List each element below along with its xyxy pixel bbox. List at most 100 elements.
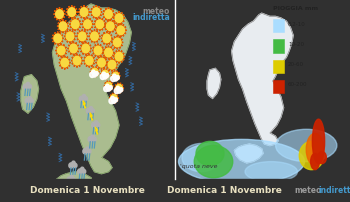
Circle shape bbox=[107, 86, 111, 91]
Polygon shape bbox=[66, 57, 68, 59]
Polygon shape bbox=[93, 47, 95, 49]
Circle shape bbox=[60, 22, 66, 30]
Polygon shape bbox=[92, 50, 94, 51]
Polygon shape bbox=[82, 24, 84, 25]
Polygon shape bbox=[107, 71, 109, 72]
Circle shape bbox=[71, 177, 75, 182]
Polygon shape bbox=[75, 17, 76, 20]
Circle shape bbox=[117, 26, 125, 35]
Circle shape bbox=[90, 72, 95, 78]
Circle shape bbox=[117, 26, 124, 34]
Polygon shape bbox=[73, 42, 74, 44]
Polygon shape bbox=[74, 55, 76, 57]
Polygon shape bbox=[116, 95, 118, 97]
Polygon shape bbox=[58, 45, 60, 47]
Circle shape bbox=[82, 95, 86, 98]
Circle shape bbox=[117, 88, 121, 93]
Polygon shape bbox=[113, 59, 115, 61]
Polygon shape bbox=[73, 16, 75, 18]
Circle shape bbox=[84, 97, 88, 101]
Polygon shape bbox=[78, 55, 80, 57]
Polygon shape bbox=[84, 31, 85, 33]
Polygon shape bbox=[105, 62, 107, 63]
Polygon shape bbox=[108, 73, 110, 75]
Polygon shape bbox=[66, 66, 68, 68]
Polygon shape bbox=[103, 11, 106, 13]
Polygon shape bbox=[83, 43, 84, 45]
Polygon shape bbox=[101, 75, 103, 77]
Polygon shape bbox=[81, 6, 83, 9]
Polygon shape bbox=[54, 11, 57, 13]
Polygon shape bbox=[104, 42, 105, 44]
Polygon shape bbox=[106, 64, 108, 65]
Polygon shape bbox=[110, 31, 111, 33]
Polygon shape bbox=[57, 32, 58, 34]
Polygon shape bbox=[106, 18, 107, 20]
Circle shape bbox=[106, 83, 112, 89]
Polygon shape bbox=[71, 40, 73, 42]
Bar bbox=[175, 179, 350, 202]
Ellipse shape bbox=[312, 119, 325, 164]
Circle shape bbox=[102, 70, 108, 77]
Polygon shape bbox=[118, 24, 119, 27]
Circle shape bbox=[73, 56, 81, 65]
Polygon shape bbox=[112, 101, 113, 103]
Circle shape bbox=[56, 10, 63, 18]
Polygon shape bbox=[110, 38, 113, 39]
Polygon shape bbox=[103, 57, 104, 59]
Polygon shape bbox=[119, 75, 120, 77]
Polygon shape bbox=[71, 31, 73, 33]
Polygon shape bbox=[106, 43, 107, 45]
Polygon shape bbox=[116, 22, 118, 24]
Polygon shape bbox=[207, 68, 221, 98]
Polygon shape bbox=[75, 28, 76, 31]
Polygon shape bbox=[91, 14, 93, 16]
Polygon shape bbox=[118, 83, 119, 85]
Polygon shape bbox=[105, 28, 107, 30]
Polygon shape bbox=[65, 50, 67, 51]
Polygon shape bbox=[59, 42, 61, 44]
Circle shape bbox=[82, 44, 89, 53]
Polygon shape bbox=[110, 95, 112, 97]
Circle shape bbox=[71, 20, 79, 28]
Polygon shape bbox=[80, 60, 83, 61]
Polygon shape bbox=[90, 26, 93, 28]
Polygon shape bbox=[84, 18, 86, 21]
FancyBboxPatch shape bbox=[273, 39, 284, 53]
Polygon shape bbox=[68, 45, 71, 47]
Circle shape bbox=[111, 96, 114, 100]
Polygon shape bbox=[115, 30, 117, 31]
Polygon shape bbox=[93, 6, 95, 9]
Polygon shape bbox=[90, 12, 93, 13]
Polygon shape bbox=[77, 48, 79, 49]
Circle shape bbox=[100, 74, 105, 80]
Polygon shape bbox=[72, 57, 74, 59]
Circle shape bbox=[86, 57, 93, 65]
Polygon shape bbox=[57, 43, 58, 45]
Polygon shape bbox=[100, 73, 102, 75]
Polygon shape bbox=[95, 67, 96, 69]
Polygon shape bbox=[66, 28, 68, 30]
Polygon shape bbox=[116, 79, 117, 81]
Polygon shape bbox=[101, 56, 102, 58]
Polygon shape bbox=[110, 8, 111, 11]
Circle shape bbox=[105, 48, 112, 57]
Polygon shape bbox=[87, 14, 89, 16]
Circle shape bbox=[91, 135, 94, 139]
Polygon shape bbox=[89, 48, 92, 49]
Polygon shape bbox=[120, 51, 122, 53]
Polygon shape bbox=[54, 16, 57, 18]
Polygon shape bbox=[121, 42, 123, 43]
Polygon shape bbox=[115, 89, 117, 91]
Polygon shape bbox=[69, 6, 70, 9]
Polygon shape bbox=[105, 83, 106, 84]
Polygon shape bbox=[114, 58, 116, 60]
Polygon shape bbox=[114, 87, 116, 89]
Polygon shape bbox=[67, 31, 69, 33]
Circle shape bbox=[102, 70, 108, 77]
Polygon shape bbox=[103, 49, 106, 51]
Ellipse shape bbox=[318, 152, 326, 164]
Polygon shape bbox=[76, 50, 79, 52]
Polygon shape bbox=[112, 77, 113, 79]
Polygon shape bbox=[107, 61, 109, 63]
